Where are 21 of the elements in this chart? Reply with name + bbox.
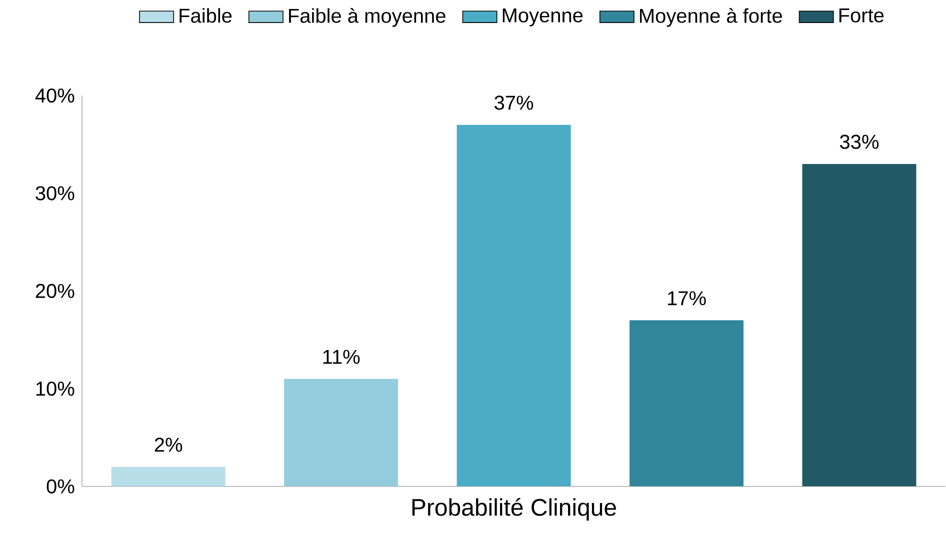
bar — [111, 466, 226, 486]
bar — [284, 378, 398, 486]
legend-label: Moyenne à forte — [640, 8, 782, 27]
data-label: 37% — [494, 95, 534, 110]
y-tick-label: 40% — [35, 88, 74, 102]
legend-label: Moyenne — [502, 8, 583, 26]
x-axis-title: Probabilité Clinique — [412, 498, 616, 520]
bar — [802, 164, 916, 486]
bar — [456, 124, 571, 486]
legend-label: Faible à moyenne — [289, 8, 446, 27]
data-label: 11% — [323, 350, 360, 364]
data-label: 2% — [154, 438, 182, 452]
y-tick-label: 30% — [36, 186, 74, 200]
y-tick-label: 0% — [46, 479, 74, 494]
data-label: 33% — [840, 134, 879, 149]
legend-label: Faible — [180, 8, 232, 23]
data-label: 17% — [668, 291, 706, 306]
y-tick-label: 10% — [36, 381, 74, 396]
bar — [630, 320, 744, 486]
y-tick-label: 20% — [36, 284, 74, 298]
legend-label: Forte — [839, 8, 884, 22]
